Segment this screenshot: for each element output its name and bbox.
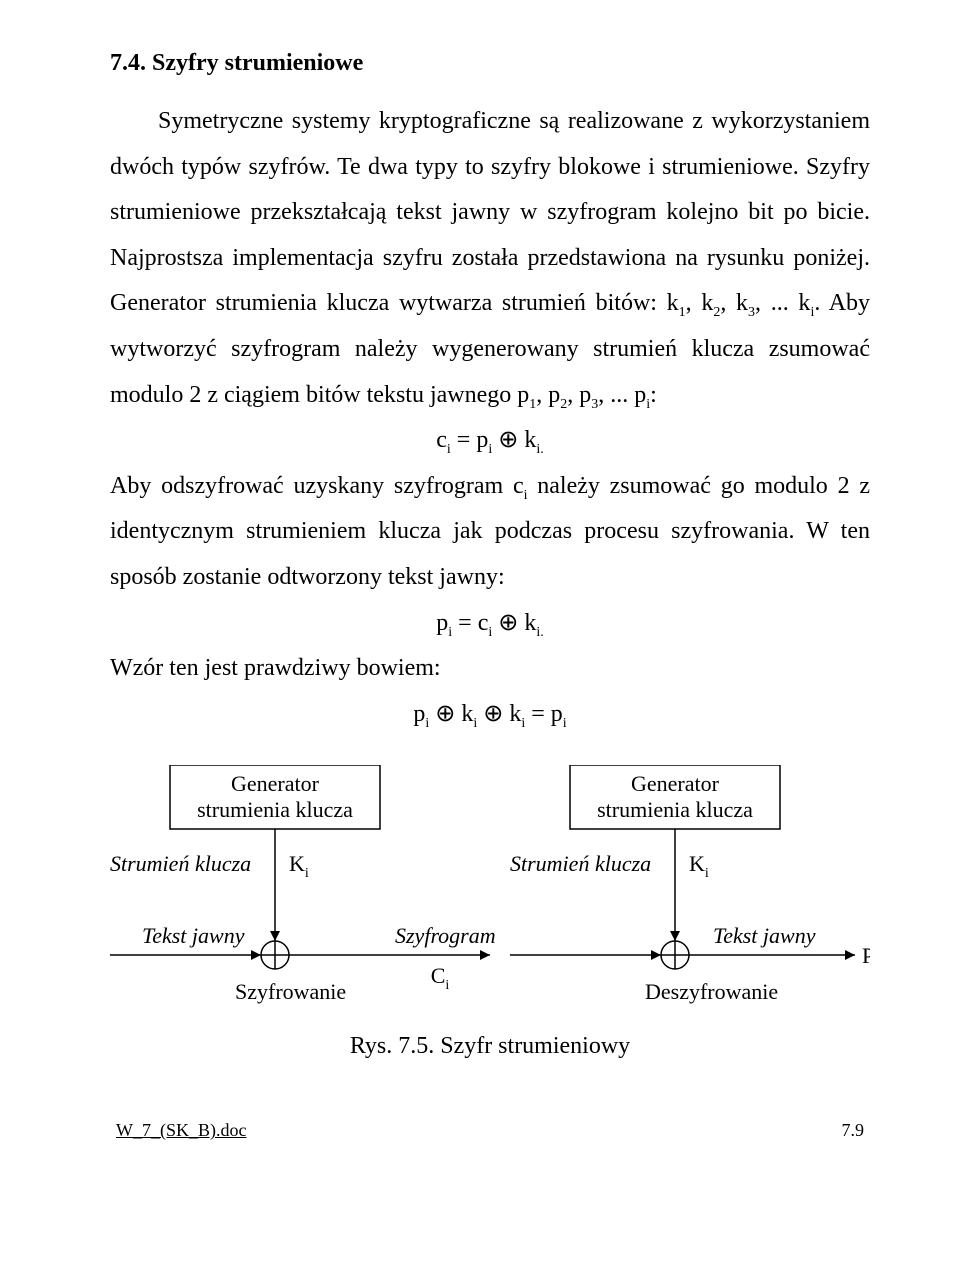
equation-2: pi = ci ⊕ ki. [110, 601, 870, 647]
svg-text:Ci: Ci [431, 963, 450, 993]
equation-3: pi ⊕ ki ⊕ ki = pi [110, 692, 870, 738]
eq2-p: p [436, 610, 448, 636]
sub-1: 1 [679, 305, 686, 320]
svg-text:Tekst jawny: Tekst jawny [713, 923, 816, 948]
p1-text-a: Symetryczne systemy kryptograficzne są r… [110, 108, 870, 316]
svg-text:Ki: Ki [289, 851, 309, 881]
eq1-xor: ⊕ k [492, 427, 536, 453]
p1-text-b: , k [686, 290, 714, 316]
paragraph-2: Aby odszyfrować uzyskany szyfrogram ci n… [110, 464, 870, 601]
svg-text:Strumień klucza: Strumień klucza [510, 851, 651, 876]
page: 7.4. Szyfry strumieniowe Symetryczne sys… [0, 0, 960, 1171]
eq1-eq: = p [451, 427, 489, 453]
eq1-c: c [436, 427, 447, 453]
eq2-eq: = c [452, 610, 488, 636]
eq1-dot: . [540, 442, 544, 457]
svg-text:strumienia klucza: strumienia klucza [197, 797, 353, 822]
footer-filename: W_7_(SK_B).doc [116, 1120, 246, 1141]
p1-text-h: , ... p [598, 382, 646, 408]
eq3-pi2: i [563, 716, 567, 731]
svg-text:Ki: Ki [689, 851, 709, 881]
p1-text-g: , p [567, 382, 591, 408]
paragraph-1: Symetryczne systemy kryptograficzne są r… [110, 99, 870, 418]
page-footer: W_7_(SK_B).doc 7.9 [110, 1120, 870, 1141]
eq3-eq: = p [525, 701, 563, 727]
svg-text:Generator: Generator [231, 771, 320, 796]
svg-text:Szyfrowanie: Szyfrowanie [235, 979, 346, 1004]
sub-3: 3 [748, 305, 755, 320]
equation-1: ci = pi ⊕ ki. [110, 418, 870, 464]
svg-text:strumienia klucza: strumienia klucza [597, 797, 753, 822]
svg-text:Pi: Pi [862, 943, 870, 973]
stream-cipher-diagram: Generatorstrumienia kluczaStrumień klucz… [110, 765, 870, 1005]
svg-text:Szyfrogram: Szyfrogram [395, 923, 496, 948]
svg-text:Strumień klucza: Strumień klucza [110, 851, 251, 876]
p1-text-c: , k [720, 290, 748, 316]
eq2-dot: . [540, 624, 544, 639]
paragraph-3: Wzór ten jest prawdziwy bowiem: [110, 646, 870, 692]
svg-text:Tekst jawny: Tekst jawny [142, 923, 245, 948]
p1-text-d: , ... k [755, 290, 810, 316]
p2-text-a: Aby odszyfrować uzyskany szyfrogram c [110, 473, 524, 499]
diagram-svg: Generatorstrumienia kluczaStrumień klucz… [110, 765, 870, 1005]
p1-text-i: : [650, 382, 657, 408]
footer-page-number: 7.9 [842, 1120, 865, 1141]
p1-text-f: , p [536, 382, 560, 408]
eq2-xor: ⊕ k [492, 610, 536, 636]
svg-text:Deszyfrowanie: Deszyfrowanie [645, 979, 778, 1004]
section-heading: 7.4. Szyfry strumieniowe [110, 50, 870, 77]
eq3-x1: ⊕ k [429, 701, 473, 727]
eq3-x2: ⊕ k [477, 701, 521, 727]
eq3-p1: p [413, 701, 425, 727]
svg-text:Generator: Generator [631, 771, 720, 796]
figure-caption: Rys. 7.5. Szyfr strumieniowy [110, 1033, 870, 1060]
